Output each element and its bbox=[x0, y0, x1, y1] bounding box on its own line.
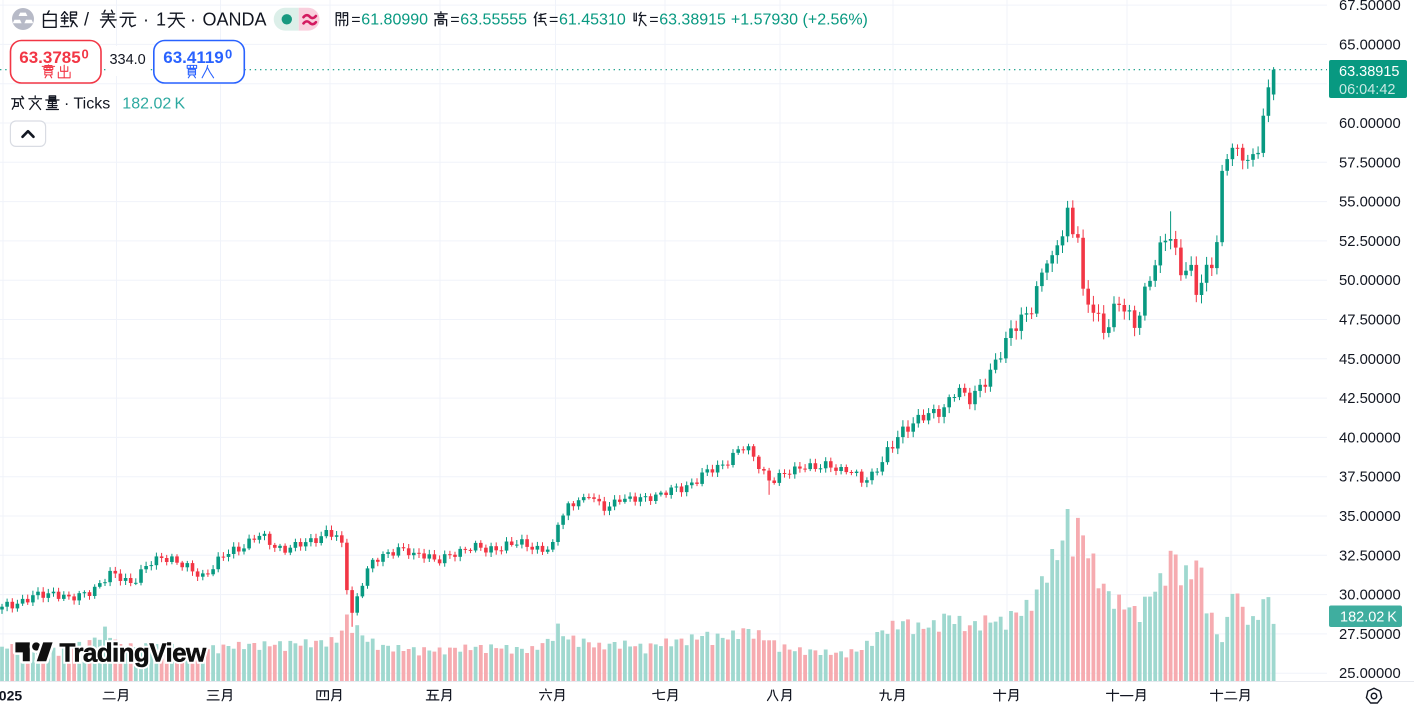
svg-text:61.80990: 61.80990 bbox=[361, 11, 428, 28]
svg-text:47.50000: 47.50000 bbox=[1339, 313, 1401, 329]
svg-text:TradingView: TradingView bbox=[60, 638, 207, 668]
svg-text:25.00000: 25.00000 bbox=[1339, 666, 1401, 682]
svg-text:63.4119: 63.4119 bbox=[163, 48, 224, 67]
svg-text:63.3785: 63.3785 bbox=[19, 48, 80, 67]
svg-text:35.00000: 35.00000 bbox=[1339, 509, 1401, 525]
svg-text:·: · bbox=[143, 10, 149, 30]
svg-text:+1.57930 (+2.56%): +1.57930 (+2.56%) bbox=[731, 11, 868, 28]
svg-text:0: 0 bbox=[82, 47, 89, 62]
svg-text:30.00000: 30.00000 bbox=[1339, 588, 1401, 604]
svg-text:1: 1 bbox=[156, 10, 166, 30]
svg-text:=: = bbox=[450, 11, 459, 28]
svg-text:55.00000: 55.00000 bbox=[1339, 195, 1401, 211]
svg-text:27.50000: 27.50000 bbox=[1339, 627, 1401, 643]
svg-text:· Ticks: · Ticks bbox=[64, 96, 110, 113]
svg-text:50.00000: 50.00000 bbox=[1339, 273, 1401, 289]
svg-text:0: 0 bbox=[225, 47, 232, 62]
svg-text:61.45310: 61.45310 bbox=[559, 11, 626, 28]
svg-text:·: · bbox=[190, 10, 196, 30]
svg-text:63.55555: 63.55555 bbox=[460, 11, 527, 28]
svg-text:/: / bbox=[84, 10, 89, 30]
svg-text:52.50000: 52.50000 bbox=[1339, 234, 1401, 250]
svg-text:63.38915: 63.38915 bbox=[1339, 64, 1399, 80]
svg-text:OANDA: OANDA bbox=[203, 10, 267, 30]
svg-text:67.50000: 67.50000 bbox=[1339, 0, 1401, 14]
svg-text:=: = bbox=[549, 11, 558, 28]
svg-text:334.0: 334.0 bbox=[109, 52, 145, 68]
svg-text:57.50000: 57.50000 bbox=[1339, 155, 1401, 171]
svg-text:06:04:42: 06:04:42 bbox=[1339, 82, 1395, 98]
svg-text:2025: 2025 bbox=[0, 688, 22, 704]
svg-text:=: = bbox=[649, 11, 658, 28]
svg-text:42.50000: 42.50000 bbox=[1339, 391, 1401, 407]
svg-text:32.50000: 32.50000 bbox=[1339, 548, 1401, 564]
svg-text:40.00000: 40.00000 bbox=[1339, 430, 1401, 446]
svg-text:182.02 K: 182.02 K bbox=[122, 96, 185, 113]
svg-text:60.00000: 60.00000 bbox=[1339, 116, 1401, 132]
svg-text:182.02 K: 182.02 K bbox=[1340, 610, 1397, 626]
svg-text:=: = bbox=[351, 11, 360, 28]
svg-text:45.00000: 45.00000 bbox=[1339, 352, 1401, 368]
svg-text:TradingView: TradingView bbox=[60, 638, 207, 668]
svg-text:37.50000: 37.50000 bbox=[1339, 470, 1401, 486]
svg-text:63.38915: 63.38915 bbox=[659, 11, 726, 28]
svg-text:65.00000: 65.00000 bbox=[1339, 37, 1401, 53]
